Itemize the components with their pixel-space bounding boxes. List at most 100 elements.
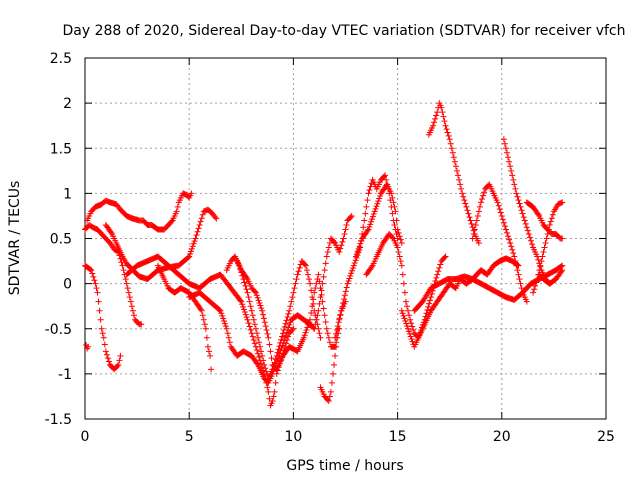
data-point: [251, 288, 258, 295]
x-tick-label: 10: [284, 429, 302, 445]
data-point: [284, 314, 291, 321]
data-point: [426, 300, 433, 307]
data-point: [205, 348, 212, 355]
data-point: [194, 228, 201, 235]
x-axis-label: GPS time / hours: [286, 458, 403, 474]
data-point: [341, 230, 348, 237]
data-point: [425, 303, 432, 310]
data-point: [314, 312, 321, 319]
data-point: [260, 357, 267, 364]
data-point: [309, 303, 316, 310]
data-point: [407, 316, 414, 323]
data-point: [185, 254, 192, 261]
data-point: [199, 312, 206, 319]
data-point: [405, 325, 412, 332]
data-point: [520, 214, 527, 221]
data-point: [87, 266, 94, 273]
series-track-2: [82, 262, 124, 373]
data-point: [391, 221, 398, 228]
data-point: [470, 230, 477, 237]
data-point: [304, 324, 311, 331]
data-point: [397, 258, 404, 265]
axis-ticks: [84, 57, 607, 420]
data-point: [496, 206, 503, 213]
data-point: [127, 298, 134, 305]
data-point: [370, 211, 377, 218]
data-point: [128, 303, 135, 310]
data-point: [256, 339, 263, 346]
data-point: [219, 312, 226, 319]
data-point: [510, 176, 517, 183]
data-point: [399, 271, 406, 278]
data-point: [91, 277, 98, 284]
data-point: [409, 338, 416, 345]
data-point: [365, 190, 372, 197]
x-tick-label: 15: [389, 429, 407, 445]
data-point: [224, 330, 231, 337]
data-point: [193, 232, 200, 239]
data-point: [371, 208, 378, 215]
data-point: [348, 212, 355, 219]
data-point: [434, 109, 441, 116]
data-point: [436, 264, 443, 271]
data-point: [498, 212, 505, 219]
series-track-4: [84, 190, 195, 233]
data-point: [405, 328, 412, 335]
data-point: [534, 253, 541, 260]
data-point: [254, 360, 261, 367]
series-track-12: [311, 212, 355, 332]
data-point: [95, 298, 102, 305]
data-point: [245, 320, 252, 327]
series-track-1: [83, 341, 92, 352]
data-point: [353, 250, 360, 257]
data-point: [406, 312, 413, 319]
data-point: [424, 307, 431, 314]
data-point: [303, 267, 310, 274]
data-point: [494, 199, 501, 206]
data-point: [174, 203, 181, 210]
data-point: [459, 190, 466, 197]
data-point: [345, 278, 352, 285]
data-point: [357, 240, 364, 247]
data-point: [450, 154, 457, 161]
data-point: [323, 253, 330, 260]
data-point: [294, 271, 301, 278]
data-point: [324, 249, 331, 256]
data-point: [535, 256, 542, 263]
data-point: [405, 307, 412, 314]
data-point: [283, 329, 290, 336]
data-point: [291, 285, 298, 292]
data-point: [123, 280, 130, 287]
data-point: [548, 215, 555, 222]
x-tick-label: 0: [81, 429, 90, 445]
data-point: [226, 339, 233, 346]
data-point: [115, 361, 122, 368]
data-point: [256, 353, 263, 360]
data-point: [319, 280, 326, 287]
data-point: [198, 307, 205, 314]
data-point: [337, 245, 344, 252]
data-point: [199, 211, 206, 218]
data-point: [480, 192, 487, 199]
data-point: [280, 327, 287, 334]
data-point: [533, 279, 540, 286]
data-point: [367, 183, 374, 190]
data-point: [286, 321, 293, 328]
data-point: [538, 258, 545, 265]
data-point: [505, 154, 512, 161]
data-point: [253, 292, 260, 299]
data-point: [343, 221, 350, 228]
data-point: [306, 319, 313, 326]
data-point: [329, 370, 336, 377]
data-point: [243, 274, 250, 281]
data-point: [347, 214, 354, 221]
x-tick-label: 25: [597, 429, 615, 445]
data-point: [322, 260, 329, 267]
data-point: [433, 274, 440, 281]
data-point: [529, 241, 536, 248]
data-point: [363, 203, 370, 210]
data-point: [324, 330, 331, 337]
data-point: [519, 210, 526, 217]
data-point: [423, 310, 430, 317]
y-tick-labels: -1.5 -1 -0.5 0 0.5 1 1.5 2 2.5: [45, 51, 72, 428]
